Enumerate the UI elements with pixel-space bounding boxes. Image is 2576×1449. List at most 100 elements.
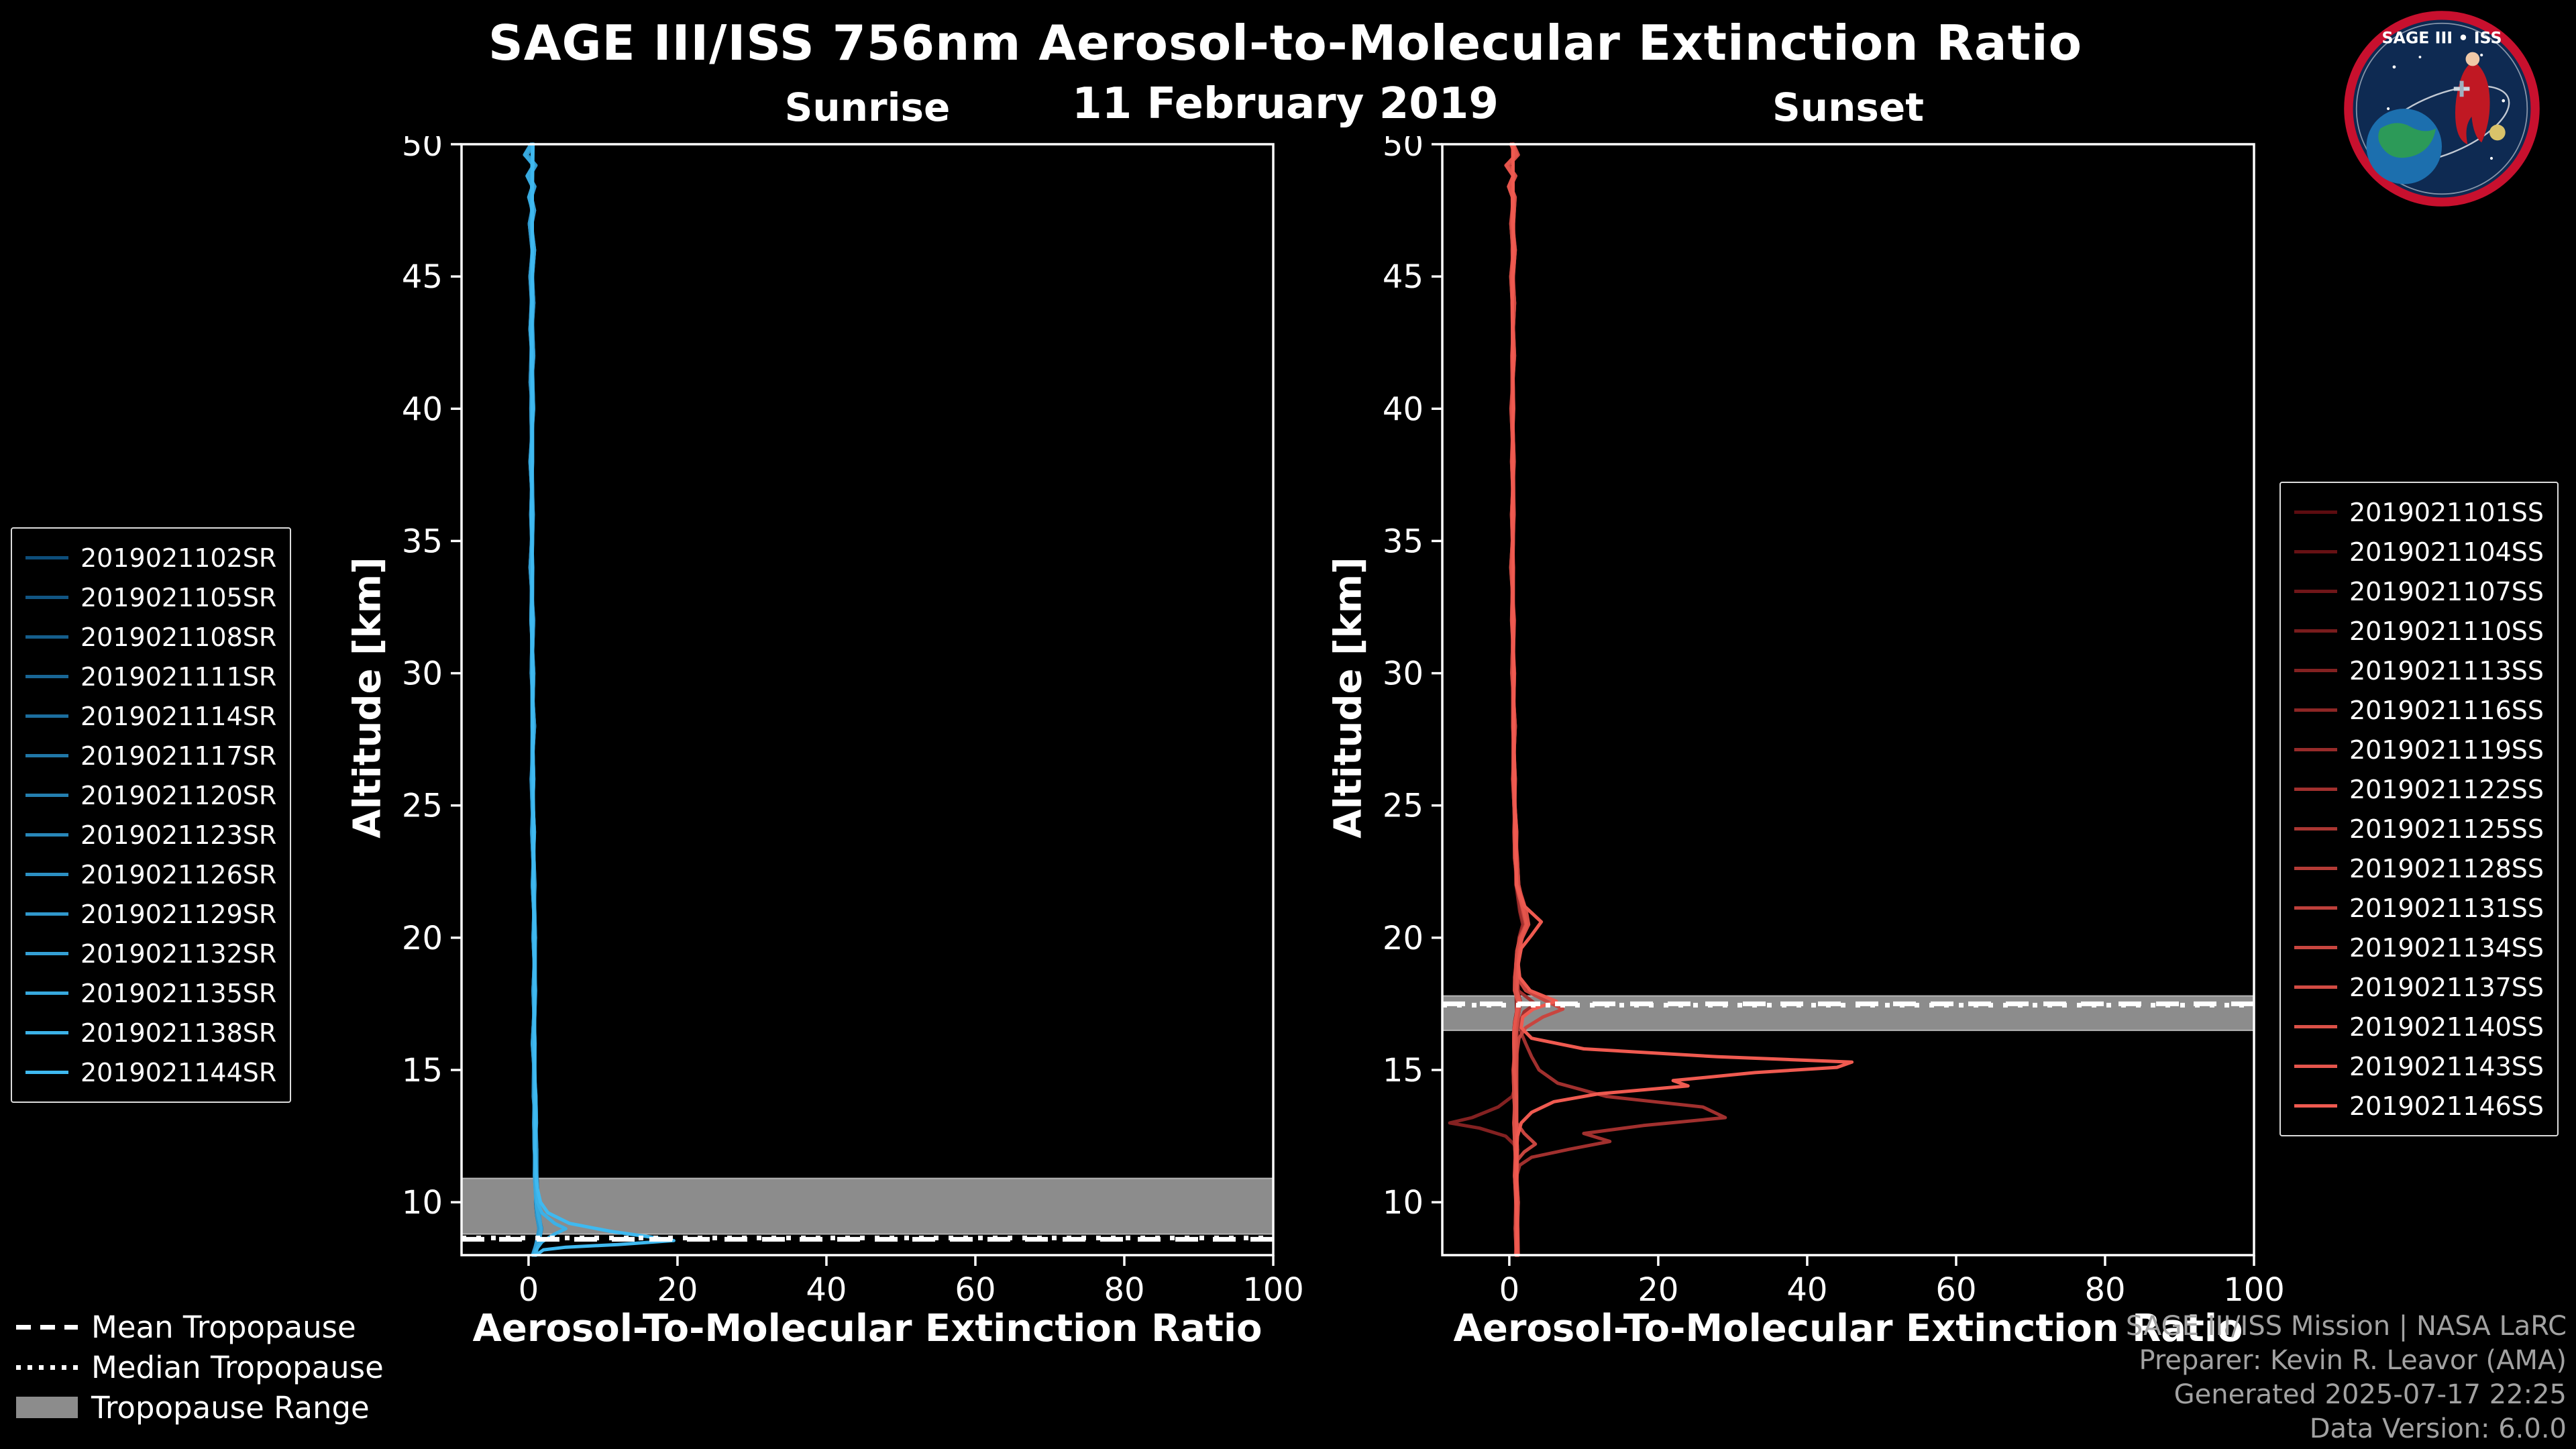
x-tick-label: 60 <box>955 1271 996 1309</box>
legend-line-swatch <box>25 556 68 559</box>
legend-item: 2019021135SR <box>25 973 276 1013</box>
x-tick-label: 60 <box>1935 1271 1976 1309</box>
sunset-legend: 2019021101SS 2019021104SS 2019021107SS 2019… <box>2279 482 2559 1136</box>
y-tick-label: 40 <box>1383 390 1424 428</box>
dashed-line-swatch <box>16 1324 78 1330</box>
legend-line-swatch <box>2294 1104 2337 1108</box>
tropopause-range-band <box>462 1178 1273 1234</box>
y-tick-label: 35 <box>1383 523 1424 560</box>
profile-line-2019021143SS <box>1504 142 1529 1257</box>
legend-item: 2019021114SR <box>25 696 276 736</box>
legend-label: 2019021138SR <box>80 1018 277 1048</box>
legend-label: 2019021131SS <box>2349 893 2544 923</box>
legend-item: 2019021120SR <box>25 775 276 815</box>
profile-line-2019021144SR <box>529 142 676 1257</box>
legend-item: 2019021108SR <box>25 617 276 657</box>
legend-item: 2019021122SS <box>2294 769 2544 809</box>
x-tick-label: 80 <box>1104 1271 1144 1309</box>
legend-label: 2019021101SS <box>2349 497 2544 527</box>
median-tropopause-label: Median Tropopause <box>91 1349 384 1385</box>
sunset-ylabel: Altitude [km] <box>1326 557 1371 839</box>
y-tick-label: 50 <box>1383 136 1424 164</box>
sunrise-xlabel: Aerosol-To-Molecular Extinction Ratio <box>472 1307 1263 1350</box>
legend-label: 2019021117SR <box>80 741 277 771</box>
legend-line-swatch <box>2294 708 2337 712</box>
legend-label: 2019021126SR <box>80 859 277 890</box>
legend-line-swatch <box>2294 827 2337 830</box>
dotted-line-swatch <box>16 1364 78 1370</box>
legend-item: 2019021126SR <box>25 855 276 894</box>
legend-line-swatch <box>2294 867 2337 870</box>
axes-box <box>460 143 1275 1256</box>
y-tick-label: 45 <box>1383 258 1424 296</box>
x-tick-label: 40 <box>1786 1271 1827 1309</box>
legend-line-swatch <box>2294 788 2337 791</box>
mean-tropopause-label: Mean Tropopause <box>91 1309 356 1345</box>
y-tick-label: 25 <box>1383 788 1424 825</box>
x-tick-label: 0 <box>1499 1271 1520 1309</box>
y-tick-label: 50 <box>402 136 443 164</box>
iss-icon <box>2453 80 2470 97</box>
legend-item: 2019021105SR <box>25 578 276 617</box>
legend-line-swatch <box>2294 1025 2337 1028</box>
credits: SAGE III/ISS Mission | NASA LaRC Prepare… <box>2126 1309 2567 1446</box>
legend-line-swatch <box>2294 590 2337 593</box>
legend-line-swatch <box>2294 550 2337 553</box>
legend-label: 2019021105SR <box>80 582 277 612</box>
legend-item: 2019021144SR <box>25 1053 276 1092</box>
x-tick-label: 20 <box>1638 1271 1678 1309</box>
legend-item: 2019021132SR <box>25 934 276 973</box>
legend-item: 2019021104SS <box>2294 532 2544 572</box>
legend-line-swatch <box>2294 906 2337 910</box>
range-patch-swatch <box>16 1397 78 1418</box>
tropopause-range-row: Tropopause Range <box>16 1387 384 1428</box>
sage-iss-logo: SAGE III • ISS <box>2344 11 2540 207</box>
legend-line-swatch <box>25 833 68 837</box>
legend-line-swatch <box>2294 946 2337 949</box>
legend-label: 2019021137SS <box>2349 972 2544 1002</box>
tropopause-range-label: Tropopause Range <box>91 1389 370 1426</box>
legend-item: 2019021140SS <box>2294 1007 2544 1046</box>
credits-mission: SAGE III/ISS Mission | NASA LaRC <box>2125 1311 2567 1342</box>
y-tick-label: 25 <box>402 788 443 825</box>
legend-label: 2019021116SS <box>2349 695 2544 725</box>
logo-inner-ring <box>2355 22 2528 195</box>
legend-line-swatch <box>25 714 68 718</box>
legend-label: 2019021140SS <box>2349 1012 2544 1042</box>
legend-line-swatch <box>25 873 68 876</box>
legend-label: 2019021123SR <box>80 820 277 850</box>
legend-label: 2019021134SS <box>2349 932 2544 963</box>
y-tick-label: 35 <box>402 523 443 560</box>
credits-data-version: Data Version: 6.0.0 <box>2309 1413 2567 1444</box>
y-tick-label: 45 <box>402 258 443 296</box>
legend-line-swatch <box>2294 669 2337 672</box>
logo-title: SAGE III • ISS <box>2381 28 2502 47</box>
moon <box>2489 124 2506 141</box>
legend-item: 2019021102SR <box>25 538 276 578</box>
legend-label: 2019021143SS <box>2349 1051 2544 1081</box>
legend-line-swatch <box>25 1031 68 1034</box>
legend-item: 2019021125SS <box>2294 809 2544 849</box>
earth-land <box>2378 123 2436 158</box>
legend-label: 2019021144SR <box>80 1057 277 1087</box>
x-tick-label: 100 <box>1242 1271 1304 1309</box>
sunrise-legend: 2019021102SR 2019021105SR 2019021108SR 2019… <box>11 527 292 1103</box>
legend-label: 2019021135SR <box>80 978 277 1008</box>
legend-label: 2019021125SS <box>2349 814 2544 844</box>
legend-line-swatch <box>2294 748 2337 751</box>
legend-line-swatch <box>2294 511 2337 514</box>
legend-item: 2019021111SR <box>25 657 276 696</box>
legend-line-swatch <box>25 596 68 599</box>
figure-head <box>2465 52 2480 66</box>
legend-label: 2019021129SR <box>80 899 277 929</box>
y-tick-label: 15 <box>402 1052 443 1089</box>
profile-line-2019021122SS <box>1510 142 1727 1257</box>
legend-label: 2019021132SR <box>80 938 277 969</box>
legend-label: 2019021110SS <box>2349 616 2544 646</box>
sunrise-plot: 0 20 40 60 80 100 10 15 20 25 30 35 40 45 50 <box>402 136 1304 1309</box>
legend-label: 2019021114SR <box>80 701 277 731</box>
legend-line-swatch <box>2294 629 2337 633</box>
legend-line-swatch <box>2294 985 2337 989</box>
legend-item: 2019021137SS <box>2294 967 2544 1007</box>
